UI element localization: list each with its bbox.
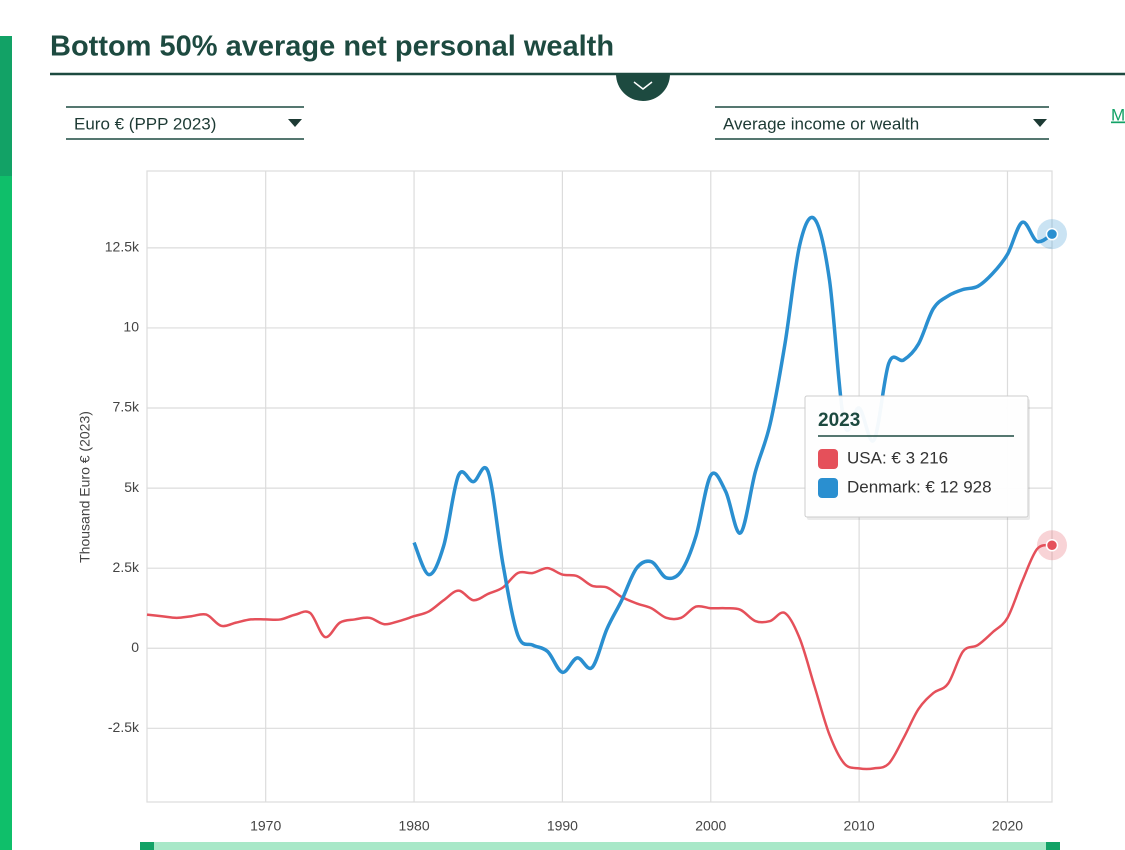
collapse-button-bg[interactable] xyxy=(616,74,670,101)
x-tick-label: 1980 xyxy=(398,818,429,834)
indicator-dropdown[interactable]: Average income or wealth xyxy=(715,106,1049,140)
currency-dropdown[interactable]: Euro € (PPP 2023) xyxy=(66,106,304,140)
y-tick-label: 2.5k xyxy=(113,559,140,575)
chevron[interactable] xyxy=(633,81,653,90)
end-point xyxy=(1045,538,1059,552)
y-tick-label: 10 xyxy=(123,319,139,335)
side-bar xyxy=(0,36,12,850)
tooltip-entry: USA: € 3 216 xyxy=(847,448,948,467)
y-tick-label: 0 xyxy=(131,639,139,655)
dropdown-arrow[interactable] xyxy=(1033,119,1047,127)
end-point xyxy=(1045,227,1059,241)
x-tick-label: 2020 xyxy=(992,818,1023,834)
y-tick-label: 12.5k xyxy=(105,239,140,255)
plot-frame xyxy=(146,170,1053,803)
y-tick-label: 5k xyxy=(124,479,140,495)
tooltip-box xyxy=(804,395,1029,518)
collapse-button[interactable] xyxy=(616,74,670,101)
side-bar-top xyxy=(0,36,12,176)
range-slider[interactable] xyxy=(140,842,1060,850)
series-line xyxy=(146,543,1053,771)
dropdown-label[interactable]: Average income or wealth xyxy=(723,114,919,133)
dropdown-label[interactable]: Euro € (PPP 2023) xyxy=(74,114,216,133)
y-tick-label: 7.5k xyxy=(113,399,140,415)
x-tick-label: 1970 xyxy=(250,818,281,834)
x-tick-label: 2000 xyxy=(695,818,726,834)
plot: -2.5k 0 2.5k 5k 7.5k 10 12.5k 1970 1980 1990 2000 2… xyxy=(105,170,1067,834)
series-line xyxy=(412,215,1053,675)
slider-handle[interactable] xyxy=(1046,842,1060,850)
chart-title: Bottom 50% average net personal wealth xyxy=(50,31,614,63)
dropdown-arrow[interactable] xyxy=(288,119,302,127)
y-axis-label: Thousand Euro € (2023) xyxy=(77,411,93,563)
slider-handle[interactable] xyxy=(140,842,154,850)
tooltip-entry: Denmark: € 12 928 xyxy=(847,477,992,496)
tooltip: 2023 USA: € 3 216 Denmark: € 12 928 xyxy=(804,395,1030,520)
tooltip-title: 2023 xyxy=(818,410,860,431)
x-tick-label: 1990 xyxy=(547,818,578,834)
side-link[interactable]: M xyxy=(1111,105,1125,124)
tooltip-swatch xyxy=(818,478,838,498)
y-tick-label: -2.5k xyxy=(108,719,140,735)
x-tick-label: 2010 xyxy=(844,818,875,834)
tooltip-swatch xyxy=(818,449,838,469)
